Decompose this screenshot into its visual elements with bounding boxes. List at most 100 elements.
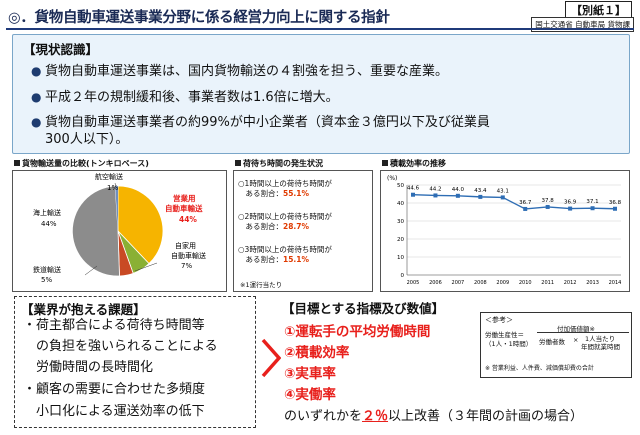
- waiting-stat-value: 55.1%: [283, 189, 310, 198]
- panel-title: 積載効率の推移: [382, 158, 446, 169]
- situation-box: 【現状認識】 ● 貨物自動車運送事業は、国内貨物輸送の４割強を担う、重要な産業。…: [12, 34, 630, 154]
- reference-times: ×: [573, 336, 579, 344]
- title-rule: [6, 28, 634, 30]
- reference-footnote: ※ 営業利益、人件費、減価償却費の合計: [485, 365, 594, 372]
- goal-item: ①運転手の平均労働時間: [284, 324, 431, 340]
- issue-line: ・荷主都合による荷待ち時間等: [23, 318, 205, 333]
- pie-label-air: 航空輸送: [95, 172, 123, 181]
- data-point: [478, 194, 483, 199]
- x-tick-label: 2013: [586, 280, 599, 286]
- y-tick-label: 50: [397, 183, 404, 189]
- issue-line: 小口化による運送効率の低下: [23, 404, 205, 419]
- panel-title: 荷待ち時間の発生状況: [235, 158, 323, 169]
- pie-label-business-1: 営業用: [173, 193, 196, 203]
- reference-numerator: 付加価値額※: [557, 325, 595, 333]
- goal-item: ②積載効率: [284, 345, 350, 361]
- panel-frame: ○1時間以上の荷待ち時間が ある割合：55.1% ○2時間以上の荷待ち時間が あ…: [233, 170, 373, 292]
- reference-denominator-per-person: 1人当たり: [585, 335, 616, 343]
- pie-slice-business-truck: [117, 185, 164, 265]
- waiting-time-panel: 荷待ち時間の発生状況 ○1時間以上の荷待ち時間が ある割合：55.1% ○2時間…: [233, 158, 373, 292]
- x-tick-label: 2008: [474, 280, 487, 286]
- pie-value-rail: 5%: [41, 276, 52, 284]
- situation-heading: 【現状認識】: [23, 42, 99, 57]
- waiting-stat-value: 28.7%: [283, 222, 310, 231]
- y-tick-label: 40: [397, 201, 404, 207]
- y-tick-label: 30: [397, 219, 404, 225]
- pie-value-sea: 44%: [41, 220, 57, 228]
- pie-value-business: 44%: [179, 215, 197, 224]
- x-tick-label: 2012: [564, 280, 577, 286]
- industry-issues-box: 【業界が抱える課題】 ・荷主都合による荷待ち時間等 の負担を強いられることによる…: [14, 296, 256, 428]
- data-label: 36.7: [519, 200, 532, 206]
- issue-line: 労働時間の長時間化: [23, 360, 154, 375]
- situation-bullet-text: 300人以下）。: [45, 132, 129, 147]
- situation-bullet-continuation: 300人以下）。: [31, 131, 128, 148]
- right-arrow-icon: [261, 338, 281, 378]
- reference-denominator-workers: 労働者数: [539, 338, 565, 346]
- panel-title: 貨物輸送量の比較(トンキロベース): [14, 158, 149, 169]
- pie-slice-air: [115, 186, 118, 231]
- reference-title: ＜参考＞: [485, 316, 513, 324]
- data-point: [455, 193, 460, 198]
- y-tick-label: 0: [401, 273, 405, 279]
- data-label: 44.2: [429, 186, 441, 192]
- series-line-load-efficiency: [412, 194, 616, 210]
- transport-share-pie-chart: 航空輸送 1% 営業用 自動車輸送 44% 自家用 自動車輸送 7% 海上輸送 …: [33, 172, 206, 284]
- waiting-stat: ○1時間以上の荷待ち時間が ある割合：55.1%: [238, 179, 332, 198]
- bullet-dot-icon: ●: [31, 115, 42, 129]
- situation-bullet-text: 貨物自動車運送事業は、国内貨物輸送の４割強を担う、重要な産業。: [45, 64, 449, 79]
- bullet-dot-icon: ●: [31, 64, 42, 78]
- data-point: [613, 206, 617, 211]
- data-point: [500, 195, 505, 200]
- data-point: [568, 206, 573, 211]
- x-tick-label: 2006: [429, 280, 442, 286]
- goals-heading: 【目標とする指標及び数値】: [282, 301, 445, 316]
- x-tick-label: 2009: [496, 280, 509, 286]
- data-label: 43.1: [497, 188, 509, 194]
- pie-label-private-2: 自動車輸送: [171, 251, 206, 260]
- x-tick-label: 2011: [541, 280, 554, 286]
- y-tick-label: 20: [397, 237, 404, 243]
- data-label: 37.8: [542, 198, 555, 204]
- data-label: 44.0: [452, 187, 465, 193]
- bullet-dot-icon: ●: [31, 90, 42, 104]
- waiting-footnote: ※1運行当たり: [240, 281, 283, 289]
- load-efficiency-panel: 積載効率の推移 (%) 50 40 30 20 10 0 44.6 2005 44.2 2006 44…: [380, 158, 630, 292]
- situation-bullet-text: 貨物自動車運送事業者の約99%が中小企業者（資本金３億円以下及び従業員: [45, 115, 490, 130]
- situation-bullet: ● 貨物自動車運送事業は、国内貨物輸送の４割強を担う、重要な産業。: [31, 63, 448, 80]
- goal-target-percent: ２％: [362, 409, 389, 424]
- data-point: [411, 192, 415, 197]
- data-label: 36.8: [609, 200, 622, 206]
- goal-item: ③実車率: [284, 366, 336, 382]
- data-point: [523, 206, 528, 211]
- x-tick-label: 2014: [609, 280, 622, 286]
- x-tick-label: 2005: [407, 280, 420, 286]
- situation-bullet-text: 平成２年の規制緩和後、事業者数は1.6倍に増大。: [45, 90, 339, 105]
- data-point: [590, 206, 595, 211]
- issue-line: ・顧客の需要に合わせた多頻度: [23, 382, 206, 397]
- fraction-bar: [537, 332, 629, 333]
- y-tick-label: 10: [397, 255, 404, 261]
- data-label: 36.9: [564, 200, 577, 206]
- productivity-reference-box: ＜参考＞ 労働生産性＝ （1人・1時間） 付加価値額※ 労働者数 × 1人当たり…: [480, 312, 632, 378]
- reference-label: 労働生産性＝: [485, 331, 524, 339]
- waiting-stat: ○2時間以上の荷待ち時間が ある割合：28.7%: [238, 212, 332, 231]
- pie-value-private: 7%: [181, 262, 192, 270]
- document-title: ◎．貨物自動車運送事業分野に係る経営力向上に関する指針: [8, 10, 390, 26]
- data-label: 44.6: [407, 186, 420, 192]
- pie-label-private-1: 自家用: [175, 241, 196, 250]
- pie-value-air: 1%: [107, 184, 118, 192]
- square-bullet-icon: [14, 160, 20, 166]
- goal-closing-line: のいずれかを２％以上改善（３年間の計画の場合）: [284, 409, 584, 424]
- issue-line: の負担を強いられることによる: [23, 339, 218, 354]
- x-tick-label: 2007: [452, 280, 465, 286]
- goal-item: ④実働率: [284, 387, 336, 403]
- pie-label-sea: 海上輸送: [33, 208, 61, 217]
- chart-title: 積載効率の推移: [390, 159, 446, 168]
- issues-heading: 【業界が抱える課題】: [21, 302, 146, 317]
- transport-share-panel: 貨物輸送量の比較(トンキロベース) 航空輸送 1% 営業用 自動車輸送 44% …: [12, 158, 227, 292]
- x-tick-label: 2010: [519, 280, 532, 286]
- reference-denominator-hours: 年間就業時間: [581, 343, 620, 351]
- waiting-stat: ○3時間以上の荷待ち時間が ある割合：15.1%: [238, 245, 332, 264]
- panel-frame: (%) 50 40 30 20 10 0 44.6 2005 44.2 2006 44.0 2007 43…: [380, 170, 630, 292]
